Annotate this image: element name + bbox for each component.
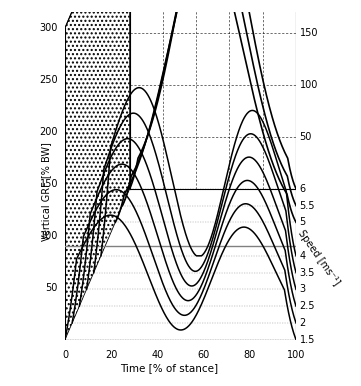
Text: 100: 100: [300, 80, 318, 90]
Text: 3.5: 3.5: [300, 267, 315, 278]
Text: 2: 2: [300, 318, 306, 328]
Text: 0: 0: [62, 350, 68, 359]
Text: 200: 200: [40, 127, 58, 137]
Text: 40: 40: [151, 350, 164, 359]
Text: Time [% of stance]: Time [% of stance]: [120, 363, 218, 372]
Text: 150: 150: [300, 28, 318, 38]
Polygon shape: [65, 0, 130, 340]
Text: 20: 20: [105, 350, 117, 359]
Text: 5: 5: [300, 217, 306, 227]
Text: 60: 60: [197, 350, 210, 359]
Text: 6: 6: [300, 184, 306, 194]
Text: 100: 100: [40, 231, 58, 241]
Text: 50: 50: [46, 283, 58, 293]
Text: 80: 80: [244, 350, 256, 359]
Text: 4: 4: [300, 251, 306, 261]
Text: 2.5: 2.5: [300, 301, 315, 311]
Text: 150: 150: [40, 179, 58, 189]
Text: 250: 250: [39, 75, 58, 85]
Text: 1.5: 1.5: [300, 335, 315, 345]
Text: 5.5: 5.5: [300, 200, 315, 210]
Text: 100: 100: [287, 350, 305, 359]
Text: 300: 300: [40, 23, 58, 33]
Text: Speed [ms⁻¹]: Speed [ms⁻¹]: [296, 228, 342, 287]
Text: 3: 3: [300, 284, 306, 295]
Text: 50: 50: [300, 132, 312, 142]
Text: Vertical GRF [% BW]: Vertical GRF [% BW]: [42, 142, 52, 242]
